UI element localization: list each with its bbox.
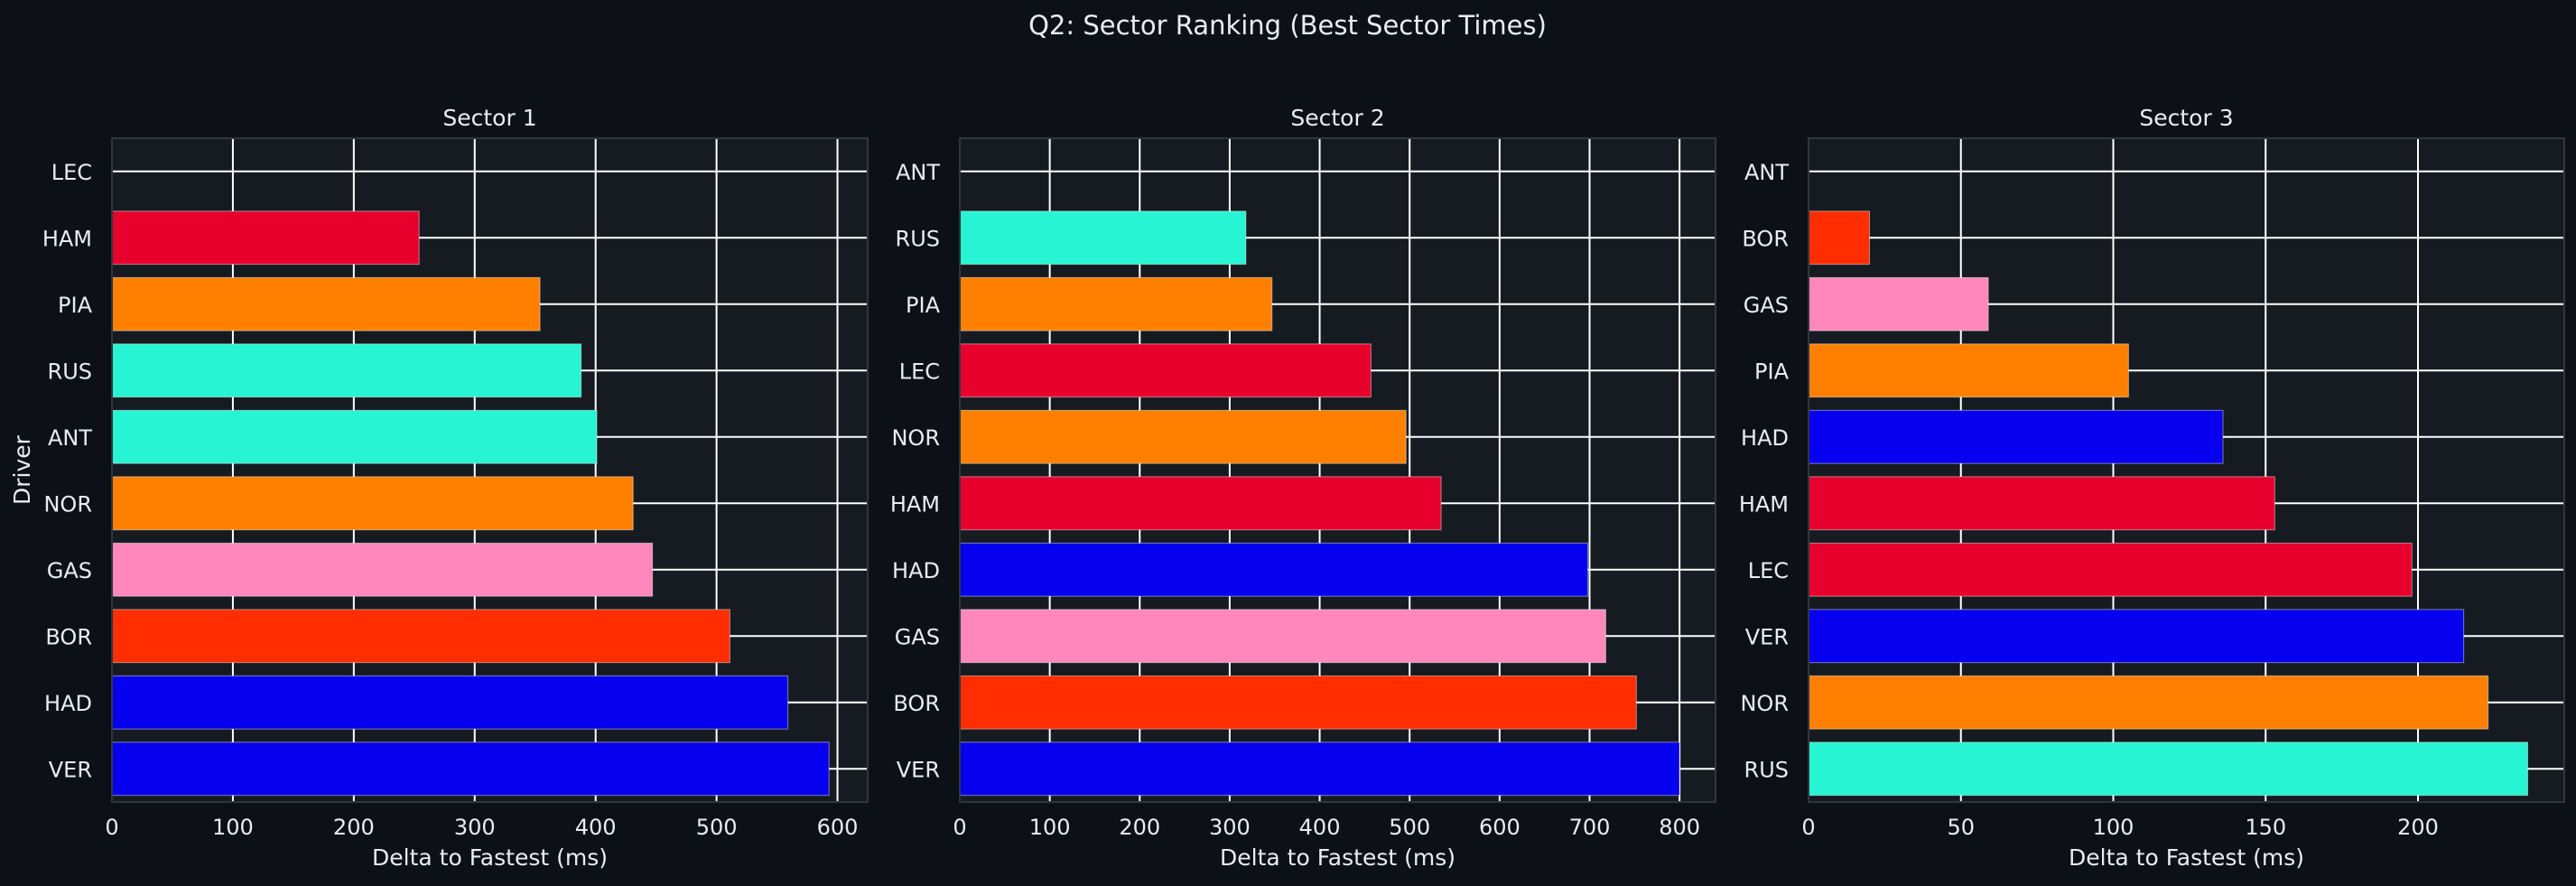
xtick-label: 0 xyxy=(1801,815,1815,840)
bar-ver xyxy=(1808,609,2465,664)
xtick-label: 500 xyxy=(1389,815,1430,840)
ytick-label: NOR xyxy=(891,425,940,451)
xtick-label: 200 xyxy=(333,815,375,840)
ytick-label: HAD xyxy=(892,558,940,583)
xtick-label: 150 xyxy=(2245,815,2286,840)
bar-gas xyxy=(111,542,654,597)
ytick-label: HAD xyxy=(44,691,92,716)
bar-bor xyxy=(959,675,1637,730)
ytick-label: PIA xyxy=(906,293,941,318)
bar-lec xyxy=(1808,542,2413,597)
xtick-label: 300 xyxy=(454,815,496,840)
ytick-label: HAD xyxy=(1741,425,1789,451)
xtick-label: 200 xyxy=(1119,815,1160,840)
y-axis-label: Driver xyxy=(9,434,35,505)
ytick-label: NOR xyxy=(1740,691,1789,716)
plot-frame xyxy=(959,137,1716,803)
ytick-label: GAS xyxy=(1744,293,1789,318)
xtick-label: 100 xyxy=(2093,815,2134,840)
bar-ham xyxy=(1808,476,2275,531)
xtick-label: 600 xyxy=(817,815,859,840)
bar-ver xyxy=(959,741,1680,797)
ytick-label: VER xyxy=(897,757,940,782)
bar-nor xyxy=(1808,675,2489,730)
figure-title: Q2: Sector Ranking (Best Sector Times) xyxy=(1028,10,1547,41)
ytick-label: GAS xyxy=(47,558,92,583)
xtick-label: 700 xyxy=(1569,815,1611,840)
ytick-label: RUS xyxy=(896,226,940,251)
bar-pia xyxy=(959,276,1273,331)
ytick-label: GAS xyxy=(895,624,940,649)
bar-nor xyxy=(111,476,634,531)
xtick-label: 200 xyxy=(2397,815,2439,840)
ytick-label: NOR xyxy=(43,491,92,517)
ytick-label: HAM xyxy=(1739,491,1789,517)
ytick-label: RUS xyxy=(1744,757,1789,782)
bar-rus xyxy=(1808,741,2528,797)
ytick-label: BOR xyxy=(45,624,92,649)
bar-gas xyxy=(1808,276,1989,331)
ytick-label: RUS xyxy=(48,359,92,384)
bar-bor xyxy=(111,609,730,664)
bar-gas xyxy=(959,609,1606,664)
ytick-label: LEC xyxy=(899,359,940,384)
panel-title: Sector 3 xyxy=(2139,105,2233,131)
x-axis-label: Delta to Fastest (ms) xyxy=(1220,844,1455,871)
ytick-label: VER xyxy=(1745,624,1789,649)
ytick-label: LEC xyxy=(51,160,92,185)
x-axis-label: Delta to Fastest (ms) xyxy=(372,844,608,871)
xtick-label: 800 xyxy=(1659,815,1700,840)
sector-panel-3: ANT BOR GAS PIA HAD HAM LEC VER NOR RUS 0 50 100 150 2… xyxy=(1739,105,2565,871)
ytick-label: BOR xyxy=(893,691,940,716)
xtick-label: 0 xyxy=(105,815,118,840)
bar-pia xyxy=(1808,343,2129,398)
panel-title: Sector 2 xyxy=(1290,105,1384,131)
ytick-label: HAM xyxy=(42,226,92,251)
xtick-label: 500 xyxy=(696,815,738,840)
ytick-label: ANT xyxy=(48,425,92,451)
ytick-label: PIA xyxy=(1754,359,1790,384)
ytick-label: LEC xyxy=(1748,558,1789,583)
ytick-label: PIA xyxy=(58,293,93,318)
ytick-label: HAM xyxy=(890,491,940,517)
bar-ham xyxy=(111,210,420,266)
bar-pia xyxy=(111,276,541,331)
ytick-label: VER xyxy=(49,757,92,782)
chart-panels: LEC HAM PIA RUS ANT NOR GAS BOR HAD VER 0 100 200 300… xyxy=(9,105,2565,871)
bar-had xyxy=(959,542,1589,597)
xtick-label: 100 xyxy=(1029,815,1071,840)
ytick-label: ANT xyxy=(896,160,940,185)
ytick-label: BOR xyxy=(1742,226,1789,251)
panel-title: Sector 1 xyxy=(442,105,536,131)
sector-panel-2: ANT RUS PIA LEC NOR HAM HAD GAS BOR VER 0 100 200 300… xyxy=(890,105,1716,871)
xtick-label: 50 xyxy=(1947,815,1975,840)
ytick-label: ANT xyxy=(1744,160,1789,185)
bar-rus xyxy=(111,343,582,398)
bar-bor xyxy=(1808,210,1870,266)
bar-ant xyxy=(111,409,598,464)
plot-frame xyxy=(1808,137,2565,803)
bar-ver xyxy=(111,741,830,797)
plot-frame xyxy=(111,137,869,803)
bar-had xyxy=(111,675,789,730)
bar-ham xyxy=(959,476,1442,531)
bar-had xyxy=(1808,409,2224,464)
xtick-label: 100 xyxy=(212,815,254,840)
bar-rus xyxy=(959,210,1247,266)
sector-panel-1: LEC HAM PIA RUS ANT NOR GAS BOR HAD VER 0 100 200 300… xyxy=(9,105,869,871)
xtick-label: 300 xyxy=(1209,815,1251,840)
bar-lec xyxy=(959,343,1372,398)
xtick-label: 600 xyxy=(1479,815,1520,840)
bar-nor xyxy=(959,409,1407,464)
xtick-label: 0 xyxy=(953,815,966,840)
xtick-label: 400 xyxy=(1299,815,1341,840)
xtick-label: 400 xyxy=(575,815,617,840)
x-axis-label: Delta to Fastest (ms) xyxy=(2069,844,2304,871)
